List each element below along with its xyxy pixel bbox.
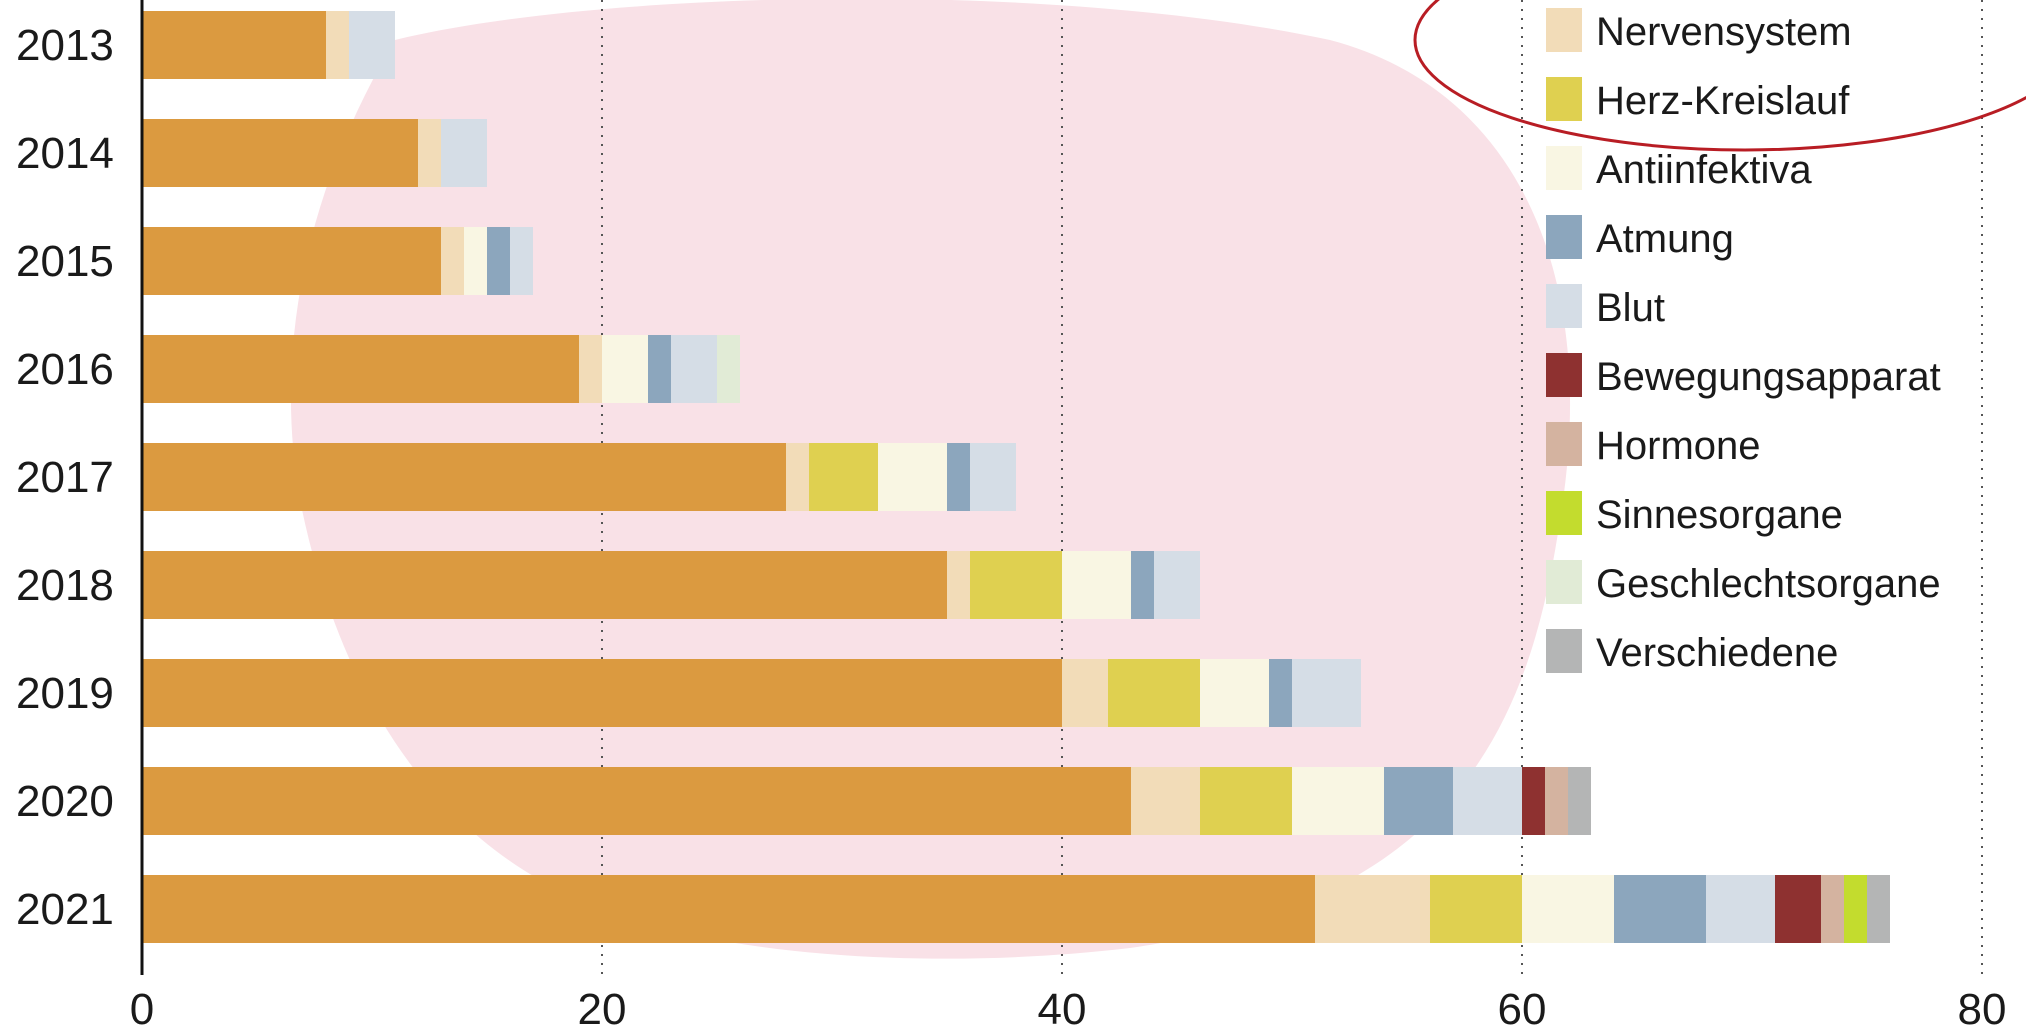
bar-2016-series-1 bbox=[579, 335, 602, 403]
bar-2017-series-4 bbox=[947, 443, 970, 511]
legend-label-2: Herz-Kreislauf bbox=[1596, 79, 1850, 123]
bar-2013-series-0 bbox=[142, 11, 326, 79]
bar-2020-series-7 bbox=[1545, 767, 1568, 835]
bar-2021-series-10 bbox=[1867, 875, 1890, 943]
bar-2019-series-4 bbox=[1269, 659, 1292, 727]
bar-2021-series-4 bbox=[1614, 875, 1706, 943]
x-tick-label-60: 60 bbox=[1498, 985, 1547, 1034]
bar-2020-series-10 bbox=[1568, 767, 1591, 835]
bar-2016-series-0 bbox=[142, 335, 579, 403]
legend-swatch-4 bbox=[1546, 215, 1582, 259]
year-label-2015: 2015 bbox=[16, 237, 114, 286]
legend-swatch-1 bbox=[1546, 8, 1582, 52]
bar-2021-series-3 bbox=[1522, 875, 1614, 943]
bar-2018-series-2 bbox=[970, 551, 1062, 619]
legend-swatch-6 bbox=[1546, 353, 1582, 397]
bar-2015-series-1 bbox=[441, 227, 464, 295]
bar-2017-series-3 bbox=[878, 443, 947, 511]
bar-2018-series-0 bbox=[142, 551, 947, 619]
bar-2017-series-0 bbox=[142, 443, 786, 511]
bar-2016-series-5 bbox=[671, 335, 717, 403]
bar-2021-series-6 bbox=[1775, 875, 1821, 943]
bar-2016-series-4 bbox=[648, 335, 671, 403]
bar-2021-series-7 bbox=[1821, 875, 1844, 943]
bar-2013-series-1 bbox=[326, 11, 349, 79]
bar-2014-series-0 bbox=[142, 119, 418, 187]
bar-2018-series-1 bbox=[947, 551, 970, 619]
x-tick-label-80: 80 bbox=[1958, 985, 2007, 1034]
legend-label-3: Antiinfektiva bbox=[1596, 148, 1812, 192]
legend-swatch-2 bbox=[1546, 77, 1582, 121]
year-label-2013: 2013 bbox=[16, 21, 114, 70]
bar-2014-series-5 bbox=[441, 119, 487, 187]
bar-2021-series-8 bbox=[1844, 875, 1867, 943]
legend-highlight-ellipse bbox=[1413, 0, 2026, 152]
bar-2017-series-5 bbox=[970, 443, 1016, 511]
bar-2020-series-0 bbox=[142, 767, 1131, 835]
legend-label-9: Geschlechtsorgane bbox=[1596, 562, 1941, 606]
legend-swatch-5 bbox=[1546, 284, 1582, 328]
year-label-2020: 2020 bbox=[16, 777, 114, 826]
bar-2015-series-0 bbox=[142, 227, 441, 295]
bar-2017-series-2 bbox=[809, 443, 878, 511]
bar-2020-series-3 bbox=[1292, 767, 1384, 835]
legend-label-1: Nervensystem bbox=[1596, 10, 1852, 54]
legend-swatch-8 bbox=[1546, 491, 1582, 535]
legend-label-10: Verschiedene bbox=[1596, 631, 1838, 675]
bar-2016-series-9 bbox=[717, 335, 740, 403]
bar-2015-series-5 bbox=[510, 227, 533, 295]
legend-swatch-7 bbox=[1546, 422, 1582, 466]
x-tick-label-0: 0 bbox=[130, 985, 154, 1034]
bar-2021-series-0 bbox=[142, 875, 1315, 943]
bar-2014-series-1 bbox=[418, 119, 441, 187]
bar-2018-series-5 bbox=[1154, 551, 1200, 619]
bar-2019-series-5 bbox=[1292, 659, 1361, 727]
legend-swatch-10 bbox=[1546, 629, 1582, 673]
bar-2019-series-1 bbox=[1062, 659, 1108, 727]
bar-2019-series-3 bbox=[1200, 659, 1269, 727]
bar-2019-series-0 bbox=[142, 659, 1062, 727]
year-label-2016: 2016 bbox=[16, 345, 114, 394]
year-label-2014: 2014 bbox=[16, 129, 114, 178]
bar-2020-series-6 bbox=[1522, 767, 1545, 835]
bar-2018-series-4 bbox=[1131, 551, 1154, 619]
bar-2021-series-5 bbox=[1706, 875, 1775, 943]
year-label-2017: 2017 bbox=[16, 453, 114, 502]
bar-2013-series-5 bbox=[349, 11, 395, 79]
bar-2021-series-1 bbox=[1315, 875, 1430, 943]
x-tick-label-20: 20 bbox=[578, 985, 627, 1034]
bar-2018-series-3 bbox=[1062, 551, 1131, 619]
legend-label-5: Blut bbox=[1596, 286, 1665, 330]
bar-2020-series-5 bbox=[1453, 767, 1522, 835]
bar-2015-series-4 bbox=[487, 227, 510, 295]
bar-2020-series-4 bbox=[1384, 767, 1453, 835]
bar-2015-series-3 bbox=[464, 227, 487, 295]
year-label-2021: 2021 bbox=[16, 885, 114, 934]
bar-2016-series-3 bbox=[602, 335, 648, 403]
bar-2021-series-2 bbox=[1430, 875, 1522, 943]
legend-label-4: Atmung bbox=[1596, 217, 1734, 261]
bar-2017-series-1 bbox=[786, 443, 809, 511]
legend-label-7: Hormone bbox=[1596, 424, 1761, 468]
legend-swatch-3 bbox=[1546, 146, 1582, 190]
x-tick-label-40: 40 bbox=[1038, 985, 1087, 1034]
bar-2020-series-2 bbox=[1200, 767, 1292, 835]
bar-2019-series-2 bbox=[1108, 659, 1200, 727]
legend-swatch-9 bbox=[1546, 560, 1582, 604]
year-label-2019: 2019 bbox=[16, 669, 114, 718]
year-label-2018: 2018 bbox=[16, 561, 114, 610]
legend-label-6: Bewegungsapparat bbox=[1596, 355, 1941, 399]
legend-label-8: Sinnesorgane bbox=[1596, 493, 1843, 537]
bar-2020-series-1 bbox=[1131, 767, 1200, 835]
